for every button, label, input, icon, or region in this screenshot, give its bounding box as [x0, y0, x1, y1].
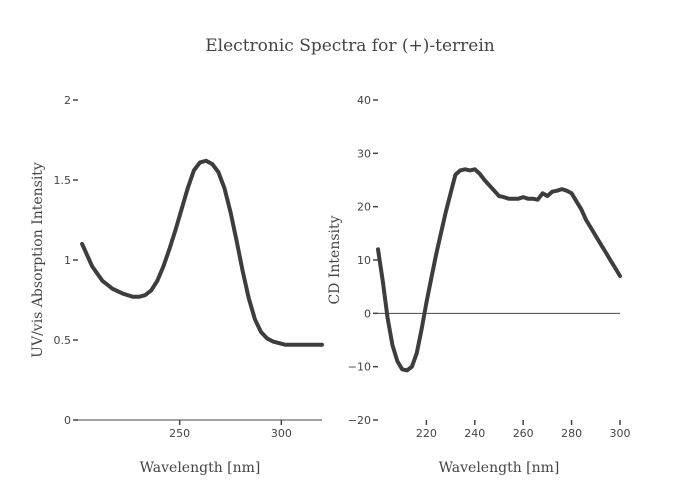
cd-y-tick-label: 30: [357, 147, 371, 160]
uv-vis-y-tick-label: 0: [64, 414, 71, 427]
cd-y-tick-label: −10: [348, 361, 371, 374]
cd-x-tick-label: 260: [513, 427, 534, 440]
uv-vis-x-tick-label: 250: [169, 427, 190, 440]
cd-y-tick-label: 0: [364, 307, 371, 320]
cd-x-tick-label: 240: [464, 427, 485, 440]
cd-y-tick-label: −20: [348, 414, 371, 427]
uv-vis-x-ticks: 250 300: [169, 420, 292, 440]
cd-y-ticks: −20 −10 0 10 20 30 40: [348, 94, 378, 427]
cd-y-axis-title: CD Intensity: [327, 215, 343, 304]
uv-vis-x-tick-label: 300: [271, 427, 292, 440]
uv-vis-y-tick-label: 0.5: [54, 334, 72, 347]
cd-x-tick-label: 280: [561, 427, 582, 440]
cd-y-tick-label: 40: [357, 94, 371, 107]
chart-title: Electronic Spectra for (+)-terrein: [205, 36, 494, 56]
cd-x-axis-title: Wavelength [nm]: [439, 460, 560, 476]
uv-vis-y-tick-label: 2: [64, 94, 71, 107]
cd-y-tick-label: 20: [357, 201, 371, 214]
cd-x-tick-label: 220: [416, 427, 437, 440]
cd-x-ticks: 220 240 260 280 300: [416, 420, 631, 440]
uv-vis-y-ticks: 0 0.5 1 1.5 2: [54, 94, 78, 427]
uv-vis-series-line: [80, 158, 324, 347]
uv-vis-y-tick-label: 1: [64, 254, 71, 267]
uv-vis-x-axis-title: Wavelength [nm]: [140, 460, 261, 476]
uv-vis-panel: 0 0.5 1 1.5 2 250 300 Wavelength [nm] UV/vis …: [30, 94, 324, 476]
cd-series-line: [376, 167, 622, 373]
uv-vis-y-axis-title: UV/vis Absorption Intensity: [30, 162, 46, 358]
cd-x-tick-label: 300: [610, 427, 631, 440]
uv-vis-y-tick-label: 1.5: [54, 174, 72, 187]
cd-panel: −20 −10 0 10 20 30 40 220 240 260 280 300 Waveleng…: [327, 94, 631, 476]
cd-y-tick-label: 10: [357, 254, 371, 267]
